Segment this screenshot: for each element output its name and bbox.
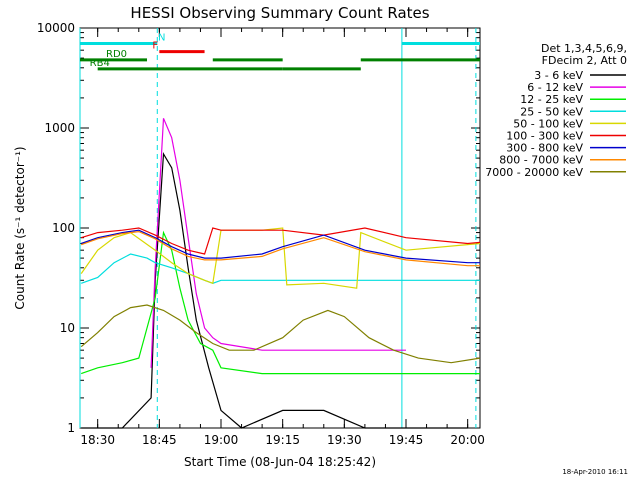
series-line-1 (81, 152, 468, 429)
legend-label-2: 6 - 12 keV (527, 81, 583, 94)
timestamp: 18-Apr-2010 16:11 (562, 468, 628, 476)
x-tick-label: 20:00 (450, 433, 485, 447)
flag-label-rb4: RB4 (90, 58, 110, 69)
y-axis-label: Count Rate (s⁻¹ detector⁻¹) (13, 146, 27, 309)
legend-label-4: 25 - 50 keV (520, 105, 583, 118)
legend-label-8: 800 - 7000 keV (499, 154, 583, 167)
y-tick-label: 10 (60, 321, 75, 335)
y-tick-label: 1 (67, 421, 75, 435)
legend-label-9: 7000 - 20000 keV (485, 166, 583, 179)
y-tick-label: 100 (52, 221, 75, 235)
legend-label-5: 50 - 100 keV (513, 117, 583, 130)
x-tick-label: 19:30 (327, 433, 362, 447)
series-line-5 (80, 227, 481, 289)
x-axis-label: Start Time (08-Jun-04 18:25:42) (184, 455, 376, 469)
x-tick-label: 19:15 (265, 433, 300, 447)
y-tick-label: 1000 (44, 121, 75, 135)
flag-label-n: N (158, 32, 165, 43)
series-line-8 (80, 230, 480, 267)
x-tick-label: 19:45 (389, 433, 424, 447)
legend-header-line-1: Det 1,3,4,5,6,9, (541, 42, 627, 55)
legend-label-1: 3 - 6 keV (534, 69, 583, 82)
chart-title: HESSI Observing Summary Count Rates (130, 4, 429, 22)
x-tick-label: 18:30 (80, 433, 115, 447)
legend-header-line-2: FDecim 2, Att 0 (542, 54, 627, 67)
legend-label-7: 300 - 800 keV (506, 142, 583, 155)
flag-label-f: F (152, 41, 158, 52)
series-line-2 (150, 118, 406, 368)
legend-label-6: 100 - 300 keV (506, 130, 583, 143)
series-line-4 (81, 253, 480, 284)
x-tick-label: 18:45 (142, 433, 177, 447)
x-tick-label: 19:00 (204, 433, 239, 447)
legend-label-3: 12 - 25 keV (520, 93, 583, 106)
series-line-6 (81, 227, 481, 255)
series-line-7 (81, 229, 480, 264)
series-line-3 (81, 230, 480, 375)
flag-label-rd0: RD0 (106, 49, 127, 60)
series-line-9 (80, 304, 481, 364)
y-tick-label: 10000 (37, 21, 75, 35)
